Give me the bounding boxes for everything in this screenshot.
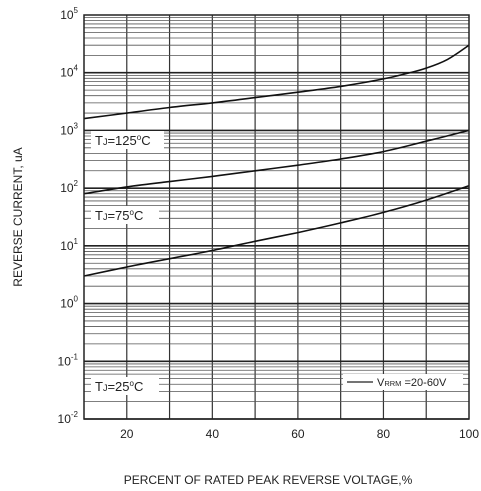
y-tick-label: 104 [60, 64, 78, 80]
y-tick-label: 103 [60, 121, 78, 137]
label-tj75-text: TJ=75oC [95, 208, 143, 223]
legend-text: VRRM =20-60V [377, 377, 447, 389]
y-tick-label: 10-2 [58, 410, 79, 426]
y-tick-label: 100 [60, 295, 78, 311]
y-tick-label: 101 [60, 237, 78, 253]
x-tick-label: 60 [291, 427, 305, 441]
series-line-1 [83, 129, 470, 195]
y-tick-label: 105 [60, 6, 78, 22]
x-tick-label: 40 [206, 427, 220, 441]
x-tick-label: 20 [120, 427, 134, 441]
x-tick-label: 100 [459, 427, 479, 441]
label-tj25-text: TJ=25oC [95, 379, 143, 394]
series-line-0 [83, 44, 470, 120]
x-tick-labels: 20 40 60 80 100 [120, 427, 479, 441]
plot-frame [83, 14, 470, 420]
y-tick-labels: 10-2 10-1 100 101 102 103 104 105 [58, 6, 79, 426]
x-axis-title: PERCENT OF RATED PEAK REVERSE VOLTAGE,% [124, 473, 413, 487]
label-tj25: TJ=25oC [91, 377, 159, 395]
y-tick-label: 10-1 [58, 352, 79, 368]
legend: VRRM =20-60V [343, 374, 463, 390]
label-tj125: TJ=125oC [91, 131, 164, 149]
series-lines [83, 44, 470, 277]
x-tick-label: 80 [377, 427, 391, 441]
label-tj75: TJ=75oC [91, 206, 159, 224]
y-axis-title: REVERSE CURRENT, uA [11, 147, 25, 286]
series-line-2 [83, 185, 470, 277]
label-tj125-text: TJ=125oC [95, 133, 151, 148]
y-tick-label: 102 [60, 179, 78, 195]
